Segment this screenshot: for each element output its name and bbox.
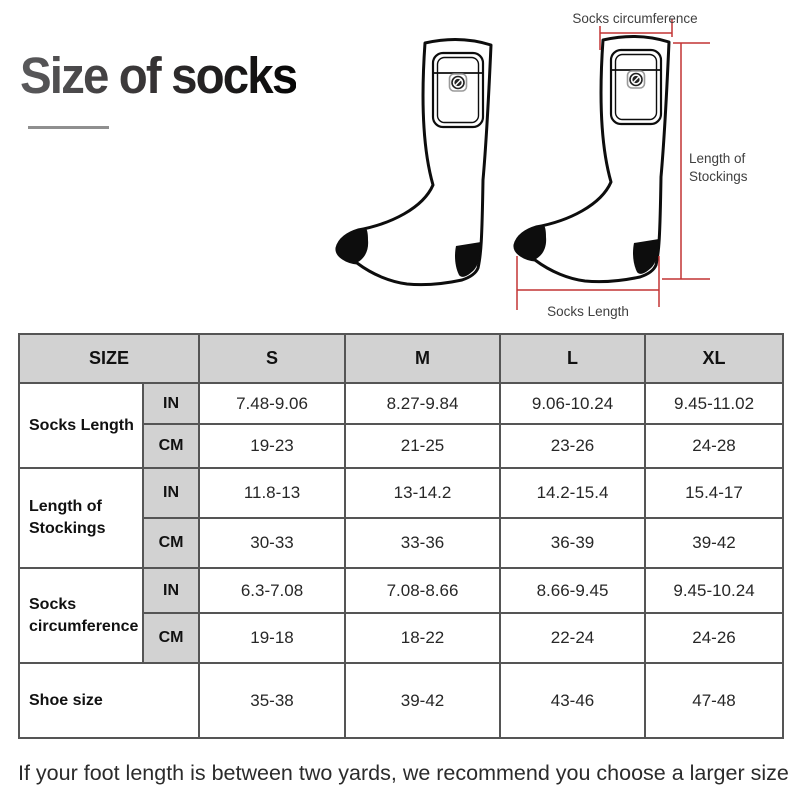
table-header-row: SIZE S M L XL xyxy=(17,333,785,384)
value-cell: 39-42 xyxy=(644,517,785,569)
table-row: CM 19-23 21-25 23-26 24-28 xyxy=(19,423,785,469)
column-header-m: M xyxy=(344,333,502,384)
value-cell: 24-28 xyxy=(644,423,785,469)
socks-length-label: Socks Length xyxy=(547,304,629,319)
row-label-socks-length: Socks Length xyxy=(18,382,144,469)
unit-label: IN xyxy=(141,382,201,425)
stockings-length-label-line2: Stockings xyxy=(689,169,748,184)
right-sock-illustration xyxy=(513,34,671,284)
row-label-length-of-stockings: Length of Stockings xyxy=(18,467,144,569)
table-row: CM 19-18 18-22 22-24 24-26 xyxy=(19,612,785,664)
value-cell: 8.66-9.45 xyxy=(499,567,647,614)
value-cell: 13-14.2 xyxy=(344,467,502,519)
table-row: CM 30-33 33-36 36-39 39-42 xyxy=(19,517,785,569)
table-row: Socks Length IN 7.48-9.06 8.27-9.84 9.06… xyxy=(18,382,785,469)
value-cell: 19-23 xyxy=(198,423,347,469)
value-cell: 30-33 xyxy=(198,517,347,569)
unit-label: CM xyxy=(141,423,201,469)
value-cell: 9.45-10.24 xyxy=(644,567,785,614)
circumference-measure-lines xyxy=(599,19,673,50)
unit-label: CM xyxy=(141,517,201,569)
value-cell: 23-26 xyxy=(499,423,647,469)
value-cell: 7.48-9.06 xyxy=(198,382,347,425)
value-cell: 47-48 xyxy=(644,662,785,739)
column-header-l: L xyxy=(499,333,647,384)
value-cell: 24-26 xyxy=(644,612,785,664)
circumference-label: Socks circumference xyxy=(572,11,697,26)
unit-label: IN xyxy=(141,567,201,614)
table-row: Length of Stockings IN 11.8-13 13-14.2 1… xyxy=(18,467,785,569)
value-cell: 8.27-9.84 xyxy=(344,382,502,425)
stockings-length-measure-lines xyxy=(662,42,710,280)
row-label-shoe-size: Shoe size xyxy=(17,662,201,739)
value-cell: 15.4-17 xyxy=(644,467,785,519)
value-cell: 39-42 xyxy=(344,662,502,739)
row-label-socks-circumference: Socks circumference xyxy=(18,567,144,664)
value-cell: 6.3-7.08 xyxy=(198,567,347,614)
socks-diagram: Socks circumference Length of Stockings … xyxy=(335,11,748,319)
value-cell: 35-38 xyxy=(198,662,347,739)
left-sock-illustration xyxy=(335,37,493,287)
value-cell: 18-22 xyxy=(344,612,502,664)
unit-label: CM xyxy=(141,612,201,664)
column-header-s: S xyxy=(198,333,347,384)
value-cell: 9.06-10.24 xyxy=(499,382,647,425)
column-header-size: SIZE xyxy=(17,333,201,384)
value-cell: 7.08-8.66 xyxy=(344,567,502,614)
value-cell: 9.45-11.02 xyxy=(644,382,785,425)
value-cell: 36-39 xyxy=(499,517,647,569)
unit-label: IN xyxy=(141,467,201,519)
value-cell: 14.2-15.4 xyxy=(499,467,647,519)
title-underline xyxy=(28,126,109,129)
table-row: Socks circumference IN 6.3-7.08 7.08-8.6… xyxy=(18,567,785,664)
value-cell: 21-25 xyxy=(344,423,502,469)
footer-note: If your foot length is between two yards… xyxy=(18,761,789,785)
size-table: SIZE S M L XL Socks Length IN 7.48-9.06 … xyxy=(17,333,785,739)
value-cell: 19-18 xyxy=(198,612,347,664)
value-cell: 22-24 xyxy=(499,612,647,664)
value-cell: 33-36 xyxy=(344,517,502,569)
table-row: Shoe size 35-38 39-42 43-46 47-48 xyxy=(17,662,785,739)
column-header-xl: XL xyxy=(644,333,785,384)
page-title: Size of socks xyxy=(20,47,298,104)
value-cell: 43-46 xyxy=(499,662,647,739)
stockings-length-label-line1: Length of xyxy=(689,151,746,166)
value-cell: 11.8-13 xyxy=(198,467,347,519)
socks-length-measure-lines xyxy=(516,256,660,310)
